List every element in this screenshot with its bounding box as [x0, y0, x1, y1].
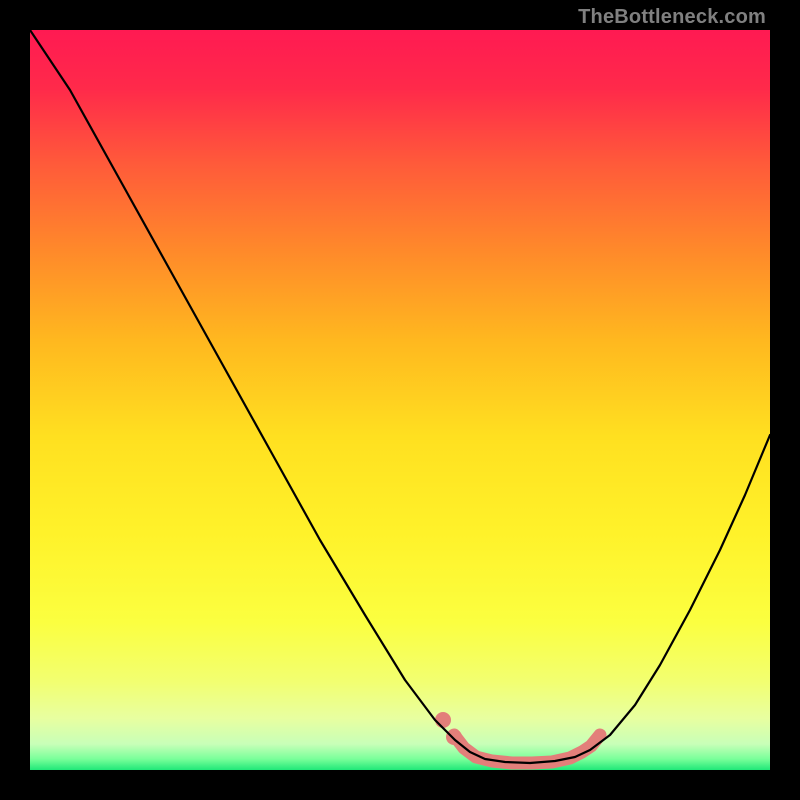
plot-area: [30, 30, 770, 770]
bottleneck-curve: [30, 30, 770, 763]
bottleneck-highlight: [454, 735, 600, 763]
bottleneck-markers: [435, 712, 462, 745]
chart-frame: TheBottleneck.com: [0, 0, 800, 800]
curve-overlay: [30, 30, 770, 770]
watermark-text: TheBottleneck.com: [578, 6, 766, 29]
